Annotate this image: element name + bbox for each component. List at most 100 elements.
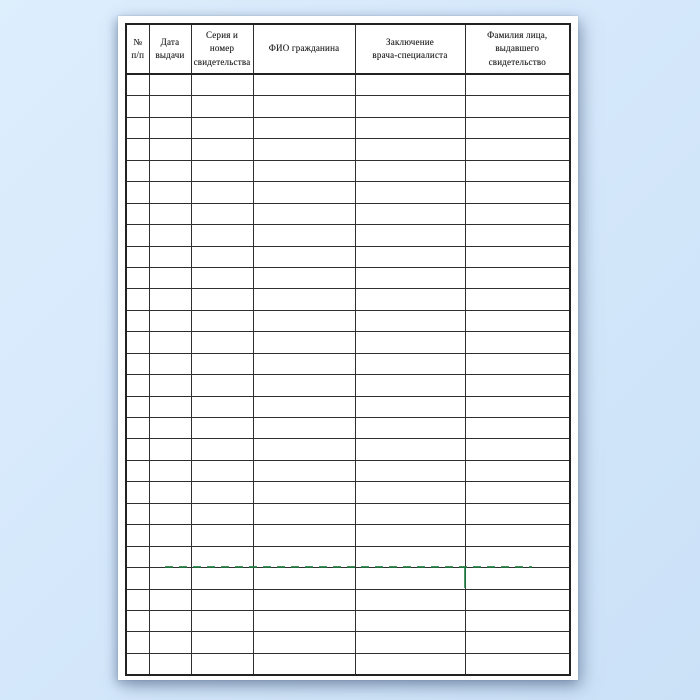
empty-cell (464, 395, 571, 419)
green-vertical-annotation (464, 567, 466, 588)
empty-cell (464, 181, 571, 204)
table-row (125, 159, 571, 183)
empty-cell (354, 245, 466, 268)
empty-cell (148, 609, 192, 633)
table-row (125, 202, 571, 226)
empty-cell (190, 395, 254, 419)
empty-cell (464, 416, 571, 440)
empty-cell (148, 309, 192, 333)
empty-cell (148, 567, 192, 590)
empty-cell (148, 459, 192, 483)
empty-cell (354, 481, 466, 504)
empty-cell (148, 159, 192, 183)
empty-cell (148, 438, 192, 461)
empty-cell (464, 438, 571, 461)
empty-cell (464, 609, 571, 633)
empty-cell (354, 459, 466, 483)
column-header: Серия и номер свидетельства (190, 23, 254, 75)
empty-cell (464, 502, 571, 526)
empty-cell (148, 416, 192, 440)
empty-cell (464, 352, 571, 376)
empty-cell (190, 309, 254, 333)
empty-cell (190, 266, 254, 290)
empty-cell (252, 652, 356, 676)
empty-cell (148, 545, 192, 569)
empty-cell (148, 224, 192, 247)
empty-cell (252, 588, 356, 611)
empty-cell (252, 609, 356, 633)
empty-cell (190, 438, 254, 461)
empty-cell (125, 374, 150, 397)
empty-cell (252, 202, 356, 226)
table-row (125, 459, 571, 483)
empty-cell (190, 245, 254, 268)
table-row (125, 116, 571, 140)
journal-body (125, 73, 571, 676)
table-row (125, 631, 571, 654)
empty-cell (354, 609, 466, 633)
empty-cell (252, 138, 356, 161)
table-row (125, 245, 571, 268)
empty-cell (148, 395, 192, 419)
empty-cell (125, 652, 150, 676)
empty-cell (125, 438, 150, 461)
green-dashed-annotation (165, 566, 532, 568)
table-row (125, 395, 571, 419)
empty-cell (190, 459, 254, 483)
journal-table: № п/п Дата выдачи Серия и номер свидетельс… (125, 23, 571, 677)
table-row (125, 588, 571, 611)
empty-cell (464, 288, 571, 311)
empty-cell (148, 245, 192, 268)
empty-cell (354, 95, 466, 118)
empty-cell (125, 331, 150, 354)
empty-cell (252, 159, 356, 183)
empty-cell (190, 609, 254, 633)
empty-cell (125, 202, 150, 226)
empty-cell (125, 245, 150, 268)
empty-cell (125, 159, 150, 183)
empty-cell (125, 266, 150, 290)
empty-cell (190, 481, 254, 504)
empty-cell (125, 181, 150, 204)
table-row (125, 416, 571, 440)
column-header: Фамилия лица, выдавшего свидетельство (464, 23, 571, 75)
empty-cell (354, 395, 466, 419)
empty-cell (125, 138, 150, 161)
empty-cell (190, 202, 254, 226)
empty-cell (464, 524, 571, 547)
table-row (125, 652, 571, 676)
empty-cell (252, 331, 356, 354)
empty-cell (252, 352, 356, 376)
empty-cell (125, 73, 150, 97)
empty-cell (190, 524, 254, 547)
empty-cell (190, 73, 254, 97)
document-page: № п/п Дата выдачи Серия и номер свидетельс… (118, 16, 578, 680)
empty-cell (125, 459, 150, 483)
empty-cell (464, 588, 571, 611)
empty-cell (190, 181, 254, 204)
empty-cell (148, 73, 192, 97)
column-header: ФИО гражданина (252, 23, 356, 75)
empty-cell (125, 352, 150, 376)
empty-cell (464, 224, 571, 247)
empty-cell (354, 416, 466, 440)
empty-cell (125, 502, 150, 526)
empty-cell (125, 224, 150, 247)
table-row (125, 224, 571, 247)
empty-cell (252, 73, 356, 97)
column-header: Дата выдачи (148, 23, 192, 75)
empty-cell (354, 202, 466, 226)
empty-cell (354, 116, 466, 140)
empty-cell (190, 95, 254, 118)
empty-cell (125, 416, 150, 440)
empty-cell (190, 288, 254, 311)
empty-cell (354, 567, 466, 590)
empty-cell (148, 502, 192, 526)
empty-cell (148, 374, 192, 397)
empty-cell (190, 416, 254, 440)
empty-cell (148, 352, 192, 376)
empty-cell (252, 524, 356, 547)
empty-cell (125, 631, 150, 654)
empty-cell (252, 481, 356, 504)
empty-cell (464, 138, 571, 161)
